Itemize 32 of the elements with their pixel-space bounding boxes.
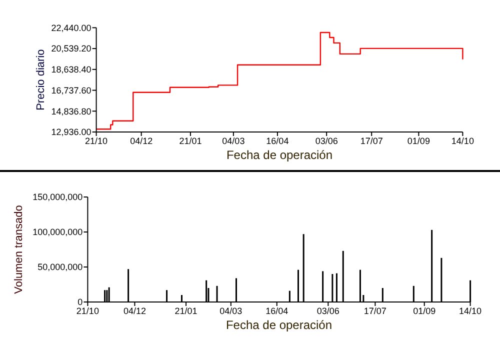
x-axis-title: Fecha de operación — [226, 148, 333, 162]
x-tick-label: 03/06 — [316, 306, 340, 316]
x-tick-label: 21/01 — [179, 136, 202, 146]
x-tick-label: 04/12 — [130, 136, 153, 146]
x-tick-label: 04/12 — [123, 306, 146, 316]
y-tick-label: 18,638.40 — [51, 64, 92, 75]
y-tick-label: 22,440.00 — [51, 22, 92, 33]
x-tick-label: 21/10 — [85, 136, 108, 146]
y-tick-label: 14,836.80 — [51, 106, 92, 116]
x-tick-label: 14/10 — [451, 136, 474, 146]
y-tick-label: 16,737.60 — [51, 85, 92, 96]
x-tick-label: 17/07 — [364, 306, 386, 316]
y-tick-label: 20,539.20 — [51, 44, 92, 54]
x-axis-title: Fecha de operación — [226, 318, 332, 332]
y-tick-label: 50,000,000 — [38, 262, 83, 272]
y-axis-title: Precio diario — [35, 49, 47, 110]
x-tick-label: 01/09 — [413, 306, 436, 316]
x-tick-label: 21/10 — [76, 306, 99, 316]
x-tick-label: 04/03 — [220, 306, 242, 316]
x-tick-label: 14/10 — [459, 306, 482, 316]
x-tick-label: 16/04 — [266, 306, 288, 316]
y-tick-label: 150,000,000 — [32, 192, 83, 202]
x-tick-label: 17/07 — [360, 136, 383, 146]
y-tick-label: 12,936.00 — [51, 127, 92, 138]
y-tick-label: 0 — [78, 297, 83, 308]
y-tick-label: 100,000,000 — [32, 227, 83, 238]
x-tick-label: 01/09 — [407, 136, 430, 146]
x-tick-label: 04/03 — [222, 136, 245, 146]
y-axis-title: Volumen transado — [13, 205, 25, 294]
x-tick-label: 21/01 — [174, 306, 198, 316]
x-tick-label: 03/06 — [315, 136, 338, 146]
x-tick-label: 16/04 — [266, 136, 289, 146]
